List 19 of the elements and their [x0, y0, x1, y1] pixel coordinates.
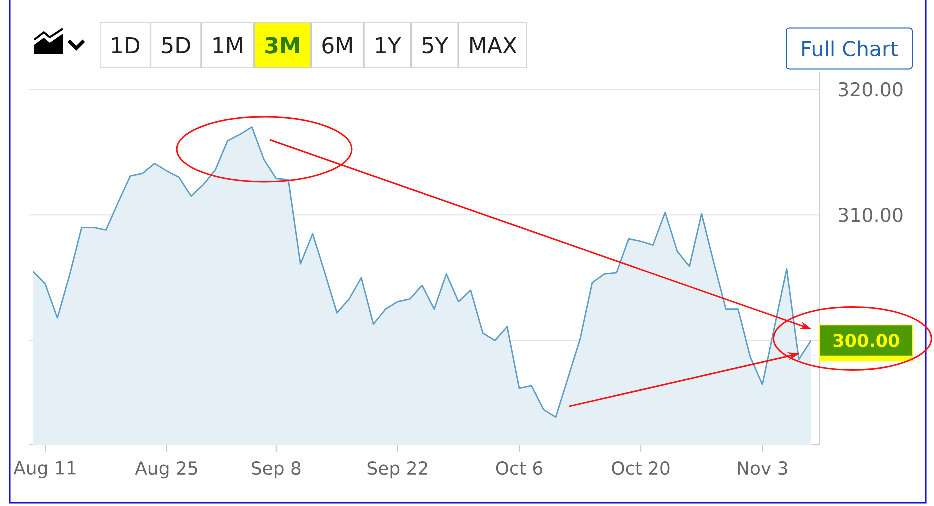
x-tick-label: Oct 20 — [612, 462, 670, 476]
text: 5D — [162, 37, 190, 54]
text: 300.00 — [834, 334, 900, 348]
x-tick-label: Oct 6 — [496, 462, 542, 476]
text: Full Chart — [802, 40, 898, 57]
text: 6M — [322, 37, 352, 54]
text: 1D — [112, 37, 140, 54]
y-tick-label: 320.00 — [838, 82, 903, 97]
x-tick-label: Sep 22 — [368, 462, 428, 479]
text: 1Y — [376, 37, 402, 54]
text: 1M — [214, 37, 242, 54]
text: 5Y — [422, 37, 449, 54]
x-tick-label: Sep 8 — [252, 462, 301, 479]
text: 3M — [266, 37, 300, 54]
x-tick-label: Nov 3 — [738, 462, 788, 476]
text: MAX — [470, 37, 517, 54]
x-tick-label: Aug 25 — [135, 462, 198, 479]
x-tick-label: Aug 11 — [14, 462, 76, 478]
y-tick-label: 310.00 — [838, 208, 903, 222]
